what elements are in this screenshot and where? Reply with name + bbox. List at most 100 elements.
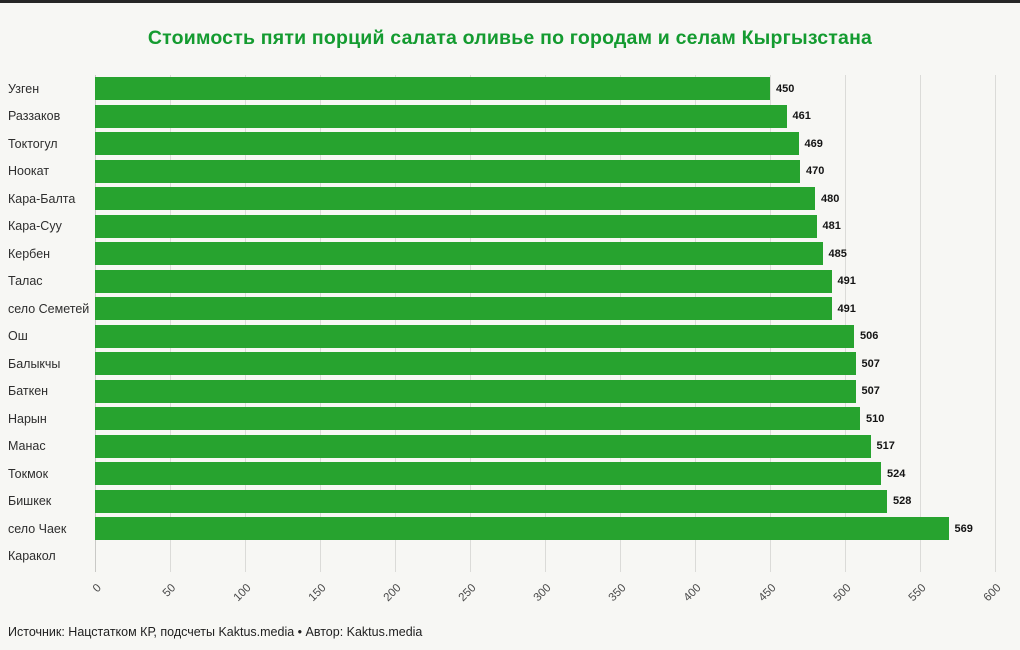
x-tick-label: 450: [756, 582, 779, 605]
category-label: Кербен: [8, 246, 51, 261]
gridline: [320, 75, 321, 572]
bar: [95, 434, 871, 458]
value-label: 507: [861, 385, 880, 398]
chart-row: Ош 506: [0, 323, 1020, 351]
x-tick-label: 300: [531, 582, 554, 605]
category-label: Каракол: [8, 549, 56, 564]
bar: [95, 407, 860, 431]
category-label: Кара-Балта: [8, 191, 76, 206]
category-label: Токмок: [8, 466, 49, 481]
category-label: Ош: [8, 329, 28, 344]
chart-row: Ноокат 470: [0, 158, 1020, 186]
bar: [95, 132, 799, 156]
category-label: село Чаек: [8, 521, 67, 536]
value-label: 470: [806, 165, 825, 178]
value-label: 491: [837, 275, 856, 288]
chart-row: Токмок 524: [0, 460, 1020, 488]
bar-track: 491: [95, 297, 995, 321]
x-tick-label: 350: [606, 582, 629, 605]
value-label: 524: [887, 467, 906, 480]
bar-track: 506: [95, 324, 995, 348]
value-label: 510: [866, 412, 885, 425]
chart-row: Кербен 485: [0, 240, 1020, 268]
category-label: Раззаков: [8, 109, 61, 124]
value-label: 480: [821, 192, 840, 205]
x-tick-label: 150: [306, 582, 329, 605]
category-label: Ноокат: [8, 164, 50, 179]
gridline: [545, 75, 546, 572]
x-tick-label: 50: [160, 582, 179, 600]
chart-row: Талас 491: [0, 268, 1020, 296]
bar: [95, 379, 856, 403]
gridline: [920, 75, 921, 572]
bar: [95, 517, 949, 541]
gridline: [244, 75, 246, 572]
chart-row: Нарын 510: [0, 405, 1020, 433]
bar: [95, 242, 823, 266]
bar-chart: Узген 450 Раззаков 461 Токтогул 469 Ноокат 470 К…: [0, 75, 1020, 620]
value-label: 450: [776, 82, 795, 95]
gridline: [394, 75, 396, 572]
chart-row: Бишкек 528: [0, 488, 1020, 516]
gridline: [169, 75, 171, 572]
bar-track: 485: [95, 242, 995, 266]
value-label: 528: [893, 495, 912, 508]
category-label: Балыкчы: [8, 356, 61, 371]
x-tick-label: 400: [681, 582, 704, 605]
bar: [95, 159, 800, 183]
bar-track: 569: [95, 517, 995, 541]
bar: [95, 214, 817, 238]
chart-row: Баткен 507: [0, 378, 1020, 406]
value-label: 507: [861, 357, 880, 370]
bar: [95, 104, 787, 128]
bar: [95, 187, 815, 211]
bar: [95, 352, 856, 376]
category-label: Токтогул: [8, 136, 58, 151]
chart-row: Каракол: [0, 543, 1020, 571]
bar: [95, 297, 832, 321]
chart-row: Раззаков 461: [0, 103, 1020, 131]
category-label: Баткен: [8, 384, 49, 399]
value-label: 461: [792, 110, 811, 123]
x-tick-label: 600: [981, 582, 1004, 605]
category-label: Узген: [8, 81, 40, 96]
x-tick-label: 100: [231, 582, 254, 605]
category-label: село Семетей: [8, 301, 90, 316]
bar-track: 461: [95, 104, 995, 128]
gridline: [95, 75, 96, 572]
value-label: 485: [828, 247, 847, 260]
source-line: Источник: Нацстатком КР, подсчеты Kaktus…: [8, 625, 423, 639]
value-label: 481: [822, 220, 841, 233]
category-label: Манас: [8, 439, 46, 454]
bar: [95, 269, 832, 293]
gridline: [770, 75, 771, 572]
bar-track: 510: [95, 407, 995, 431]
category-label: Бишкек: [8, 494, 52, 509]
value-label: 506: [860, 330, 879, 343]
bar-track: 507: [95, 352, 995, 376]
category-label: Нарын: [8, 411, 47, 426]
bar-track: 470: [95, 159, 995, 183]
gridline: [470, 75, 471, 572]
value-label: 491: [837, 302, 856, 315]
x-tick-label: 200: [381, 582, 404, 605]
chart-row: Токтогул 469: [0, 130, 1020, 158]
gridline: [995, 75, 996, 572]
x-axis: 0 50 100 150 200 250 300 350 400 450 500 550 600: [90, 576, 1003, 620]
value-label: 469: [804, 137, 823, 150]
bar-track: 450: [95, 77, 995, 101]
chart-row: Манас 517: [0, 433, 1020, 461]
bar: [95, 489, 887, 513]
bar-track: 480: [95, 187, 995, 211]
value-label: 517: [876, 440, 895, 453]
bar-track: [95, 545, 995, 568]
bar-track: 528: [95, 489, 995, 513]
bar-track: 524: [95, 462, 995, 486]
chart-row: Балыкчы 507: [0, 350, 1020, 378]
gridline: [845, 75, 846, 572]
chart-row: Узген 450: [0, 75, 1020, 103]
x-tick-label: 550: [906, 582, 929, 605]
gridline: [620, 75, 621, 572]
bar: [95, 77, 770, 101]
